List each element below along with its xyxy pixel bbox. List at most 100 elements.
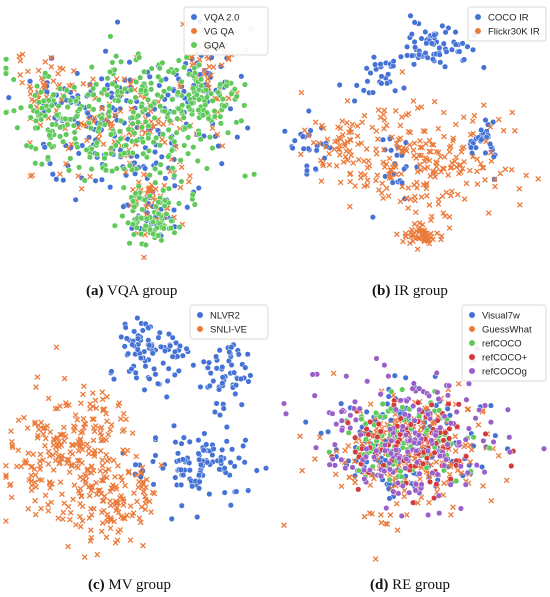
- data-point: [414, 105, 421, 111]
- data-point: [141, 254, 147, 261]
- data-point: [56, 438, 62, 445]
- data-point: [452, 448, 459, 454]
- data-point: [436, 51, 443, 58]
- data-point: [74, 416, 81, 423]
- data-point: [72, 196, 79, 203]
- data-point: [104, 418, 110, 425]
- data-point: [369, 124, 376, 131]
- data-point: [234, 134, 241, 141]
- data-point: [300, 145, 307, 152]
- data-point: [189, 85, 196, 92]
- data-point: [353, 82, 360, 89]
- data-point: [177, 466, 184, 473]
- data-point: [87, 527, 94, 533]
- data-point: [56, 460, 62, 467]
- data-point: [138, 215, 145, 222]
- data-point: [121, 450, 128, 457]
- data-point: [185, 150, 192, 157]
- data-point: [129, 430, 136, 436]
- data-point: [27, 103, 34, 110]
- data-point: [175, 57, 182, 64]
- caption-letter: (c): [88, 577, 105, 593]
- data-point: [101, 86, 108, 93]
- data-point: [380, 159, 387, 166]
- data-point: [352, 479, 358, 486]
- data-point: [297, 433, 303, 440]
- data-point: [208, 90, 215, 97]
- data-point: [123, 512, 130, 519]
- data-point: [141, 196, 148, 204]
- data-point: [390, 488, 397, 495]
- data-point: [179, 352, 186, 359]
- data-point: [426, 137, 433, 144]
- data-point: [135, 119, 142, 126]
- data-point: [127, 503, 134, 510]
- data-point: [342, 447, 349, 454]
- data-point: [401, 411, 408, 418]
- data-point: [347, 203, 353, 210]
- data-point: [466, 167, 473, 174]
- data-point: [429, 56, 436, 63]
- legend-box: [467, 6, 547, 42]
- data-point: [164, 377, 171, 385]
- data-point: [107, 502, 114, 509]
- data-point: [333, 163, 340, 169]
- data-point: [413, 459, 421, 466]
- data-point: [399, 183, 405, 190]
- data-point: [127, 87, 134, 94]
- data-point: [168, 147, 175, 154]
- data-point: [393, 500, 400, 507]
- data-point: [428, 401, 435, 408]
- data-point: [41, 144, 48, 151]
- data-point: [103, 534, 110, 541]
- data-point: [245, 487, 252, 494]
- data-point: [141, 68, 148, 75]
- data-point: [167, 225, 175, 232]
- data-point: [386, 171, 392, 178]
- data-point: [392, 164, 399, 170]
- data-point: [130, 108, 137, 116]
- scatter-points: [281, 12, 542, 253]
- data-point: [165, 365, 172, 372]
- data-point: [106, 108, 113, 115]
- data-point: [319, 160, 326, 167]
- data-point: [168, 515, 175, 522]
- data-point: [481, 469, 488, 476]
- data-point: [446, 225, 453, 231]
- data-point: [157, 343, 165, 350]
- data-point: [381, 146, 387, 153]
- data-point: [60, 93, 67, 100]
- data-point: [382, 146, 389, 153]
- data-point: [140, 478, 146, 485]
- data-point: [191, 64, 198, 71]
- data-point: [189, 191, 196, 198]
- data-point: [319, 122, 325, 129]
- data-point: [71, 428, 77, 434]
- data-point: [362, 172, 368, 178]
- data-point: [110, 376, 118, 383]
- data-point: [348, 152, 355, 159]
- data-point: [130, 231, 137, 238]
- data-point: [387, 450, 394, 457]
- data-point: [25, 450, 32, 456]
- data-point: [301, 127, 308, 134]
- data-point: [145, 324, 152, 331]
- data-point: [115, 509, 122, 516]
- data-point: [412, 487, 419, 494]
- data-point: [196, 485, 203, 492]
- data-point: [225, 56, 232, 63]
- data-point: [27, 78, 34, 85]
- data-point: [393, 171, 400, 178]
- data-point: [100, 498, 107, 504]
- data-point: [497, 170, 504, 177]
- data-point: [100, 473, 107, 480]
- data-point: [132, 94, 139, 101]
- data-point: [73, 521, 79, 528]
- data-point: [99, 105, 105, 112]
- data-point: [109, 80, 116, 87]
- data-point: [120, 203, 127, 210]
- data-point: [385, 193, 392, 200]
- data-point: [490, 438, 497, 446]
- data-point: [143, 215, 150, 222]
- data-point: [441, 166, 447, 172]
